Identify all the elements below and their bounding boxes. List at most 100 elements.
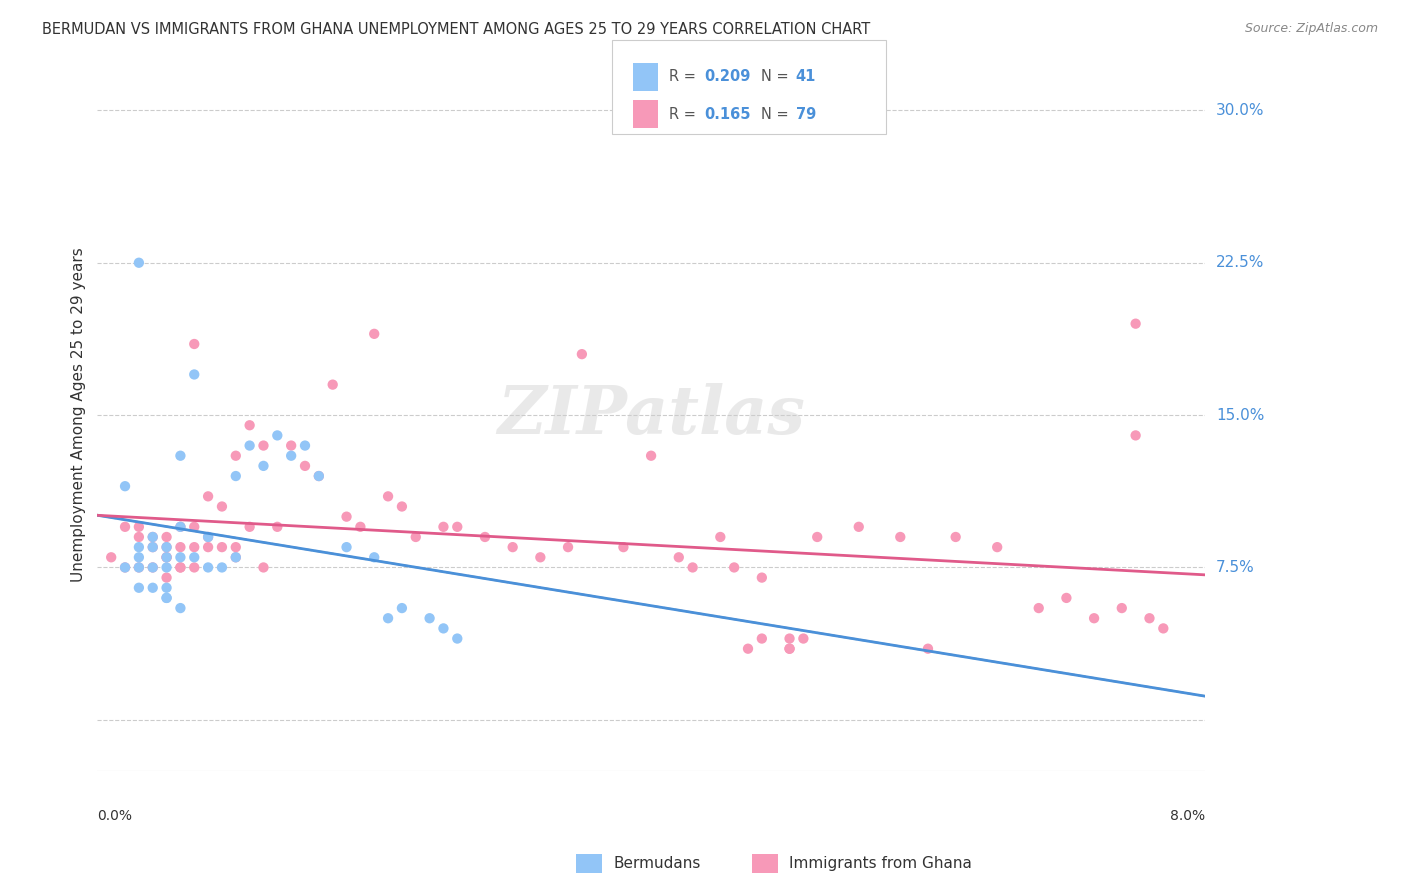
Text: 0.209: 0.209 bbox=[704, 70, 751, 85]
Point bbox=[183, 368, 205, 382]
Point bbox=[709, 530, 731, 544]
Point bbox=[266, 428, 288, 442]
Point bbox=[197, 489, 219, 503]
Point bbox=[1125, 317, 1147, 331]
Point bbox=[169, 560, 191, 574]
Point bbox=[668, 550, 690, 565]
Point bbox=[155, 540, 177, 554]
Point bbox=[294, 458, 316, 473]
Point bbox=[308, 469, 330, 483]
Point bbox=[128, 550, 150, 565]
Point bbox=[114, 560, 136, 574]
Text: 15.0%: 15.0% bbox=[1216, 408, 1264, 423]
Point bbox=[142, 540, 165, 554]
Text: 41: 41 bbox=[796, 70, 815, 85]
Point bbox=[183, 560, 205, 574]
Text: Immigrants from Ghana: Immigrants from Ghana bbox=[789, 856, 972, 871]
Point bbox=[737, 641, 759, 656]
Point bbox=[225, 550, 247, 565]
Point bbox=[889, 530, 911, 544]
Point bbox=[128, 256, 150, 270]
Text: BERMUDAN VS IMMIGRANTS FROM GHANA UNEMPLOYMENT AMONG AGES 25 TO 29 YEARS CORRELA: BERMUDAN VS IMMIGRANTS FROM GHANA UNEMPL… bbox=[42, 22, 870, 37]
Point bbox=[322, 377, 344, 392]
Point bbox=[155, 560, 177, 574]
Point bbox=[197, 530, 219, 544]
Point bbox=[474, 530, 496, 544]
Point bbox=[1139, 611, 1161, 625]
Point bbox=[155, 591, 177, 605]
Point bbox=[142, 581, 165, 595]
Point bbox=[723, 560, 745, 574]
Text: N =: N = bbox=[761, 106, 793, 121]
Point bbox=[225, 469, 247, 483]
Point bbox=[529, 550, 551, 565]
Text: 30.0%: 30.0% bbox=[1216, 103, 1264, 118]
Point bbox=[363, 326, 385, 341]
Point bbox=[183, 550, 205, 565]
Point bbox=[128, 520, 150, 534]
Point bbox=[419, 611, 441, 625]
Point bbox=[252, 458, 274, 473]
Point bbox=[377, 489, 399, 503]
Point bbox=[1111, 601, 1133, 615]
Point bbox=[225, 449, 247, 463]
Text: 0.165: 0.165 bbox=[704, 106, 751, 121]
Point bbox=[335, 540, 357, 554]
Point bbox=[197, 530, 219, 544]
Point bbox=[806, 530, 828, 544]
Point bbox=[1152, 621, 1174, 635]
Text: Bermudans: Bermudans bbox=[613, 856, 700, 871]
Point bbox=[1125, 428, 1147, 442]
Point bbox=[128, 530, 150, 544]
Point bbox=[571, 347, 593, 361]
Point bbox=[211, 540, 233, 554]
Point bbox=[751, 571, 773, 585]
Point bbox=[308, 469, 330, 483]
Point bbox=[183, 540, 205, 554]
Text: 79: 79 bbox=[796, 106, 815, 121]
Point bbox=[128, 581, 150, 595]
Point bbox=[128, 540, 150, 554]
Point bbox=[792, 632, 814, 646]
Point bbox=[335, 509, 357, 524]
Text: Source: ZipAtlas.com: Source: ZipAtlas.com bbox=[1244, 22, 1378, 36]
Point bbox=[917, 641, 939, 656]
Point bbox=[405, 530, 427, 544]
Point bbox=[225, 550, 247, 565]
Text: 8.0%: 8.0% bbox=[1170, 809, 1205, 823]
Point bbox=[169, 550, 191, 565]
Text: ZIPatlas: ZIPatlas bbox=[498, 383, 806, 448]
Point bbox=[239, 439, 262, 453]
Point bbox=[280, 449, 302, 463]
Point bbox=[612, 540, 634, 554]
Point bbox=[363, 550, 385, 565]
Point bbox=[197, 540, 219, 554]
Text: R =: R = bbox=[669, 106, 700, 121]
Point bbox=[155, 550, 177, 565]
Point bbox=[779, 641, 801, 656]
Point bbox=[280, 439, 302, 453]
Point bbox=[266, 520, 288, 534]
Point bbox=[114, 560, 136, 574]
Y-axis label: Unemployment Among Ages 25 to 29 years: Unemployment Among Ages 25 to 29 years bbox=[72, 248, 86, 582]
Point bbox=[169, 540, 191, 554]
Point bbox=[225, 540, 247, 554]
Point bbox=[349, 520, 371, 534]
Point bbox=[294, 439, 316, 453]
Point bbox=[114, 479, 136, 493]
Point bbox=[169, 449, 191, 463]
Point bbox=[446, 632, 468, 646]
Point bbox=[169, 520, 191, 534]
Point bbox=[211, 560, 233, 574]
Point bbox=[211, 500, 233, 514]
Point bbox=[239, 418, 262, 433]
Point bbox=[682, 560, 704, 574]
Point bbox=[640, 449, 662, 463]
Point bbox=[142, 530, 165, 544]
Point bbox=[1028, 601, 1050, 615]
Point bbox=[779, 641, 801, 656]
Point bbox=[945, 530, 967, 544]
Point bbox=[100, 550, 122, 565]
Point bbox=[183, 337, 205, 351]
Text: N =: N = bbox=[761, 70, 793, 85]
